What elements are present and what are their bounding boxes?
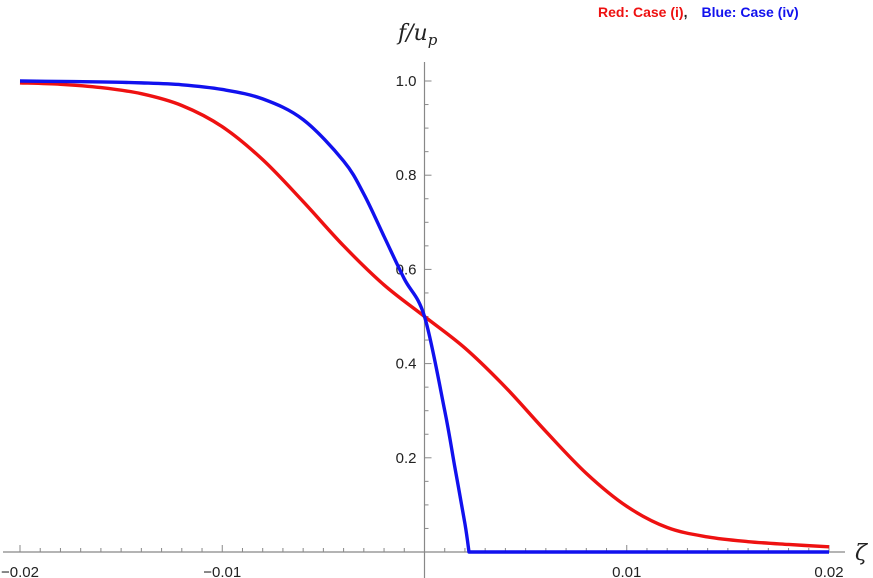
y-tick-label: 0.4	[396, 356, 417, 373]
y-tick-label: 0.8	[396, 167, 417, 184]
y-tick-label: 0.2	[396, 450, 417, 467]
legend-separator: ,	[684, 4, 688, 20]
y-tick-label: 1.0	[396, 73, 417, 90]
legend-item-red: Red: Case (i)	[598, 4, 684, 20]
legend: Red: Case (i), Blue: Case (iv)	[598, 4, 799, 20]
x-tick-label: 0.02	[814, 564, 843, 578]
x-tick-label: −0.02	[1, 564, 39, 578]
series-line-blue	[19, 79, 829, 554]
legend-item-blue: Blue: Case (iv)	[701, 4, 798, 20]
ticks: −0.02 −0.01 0.01 0.020.20.40.60.81.0	[1, 73, 844, 578]
x-axis-title: ζ	[855, 541, 869, 566]
series-lines	[19, 79, 830, 554]
x-tick-label: 0.01	[612, 564, 641, 578]
y-axis-title: f/up	[396, 21, 438, 49]
x-tick-label: −0.01	[203, 564, 241, 578]
